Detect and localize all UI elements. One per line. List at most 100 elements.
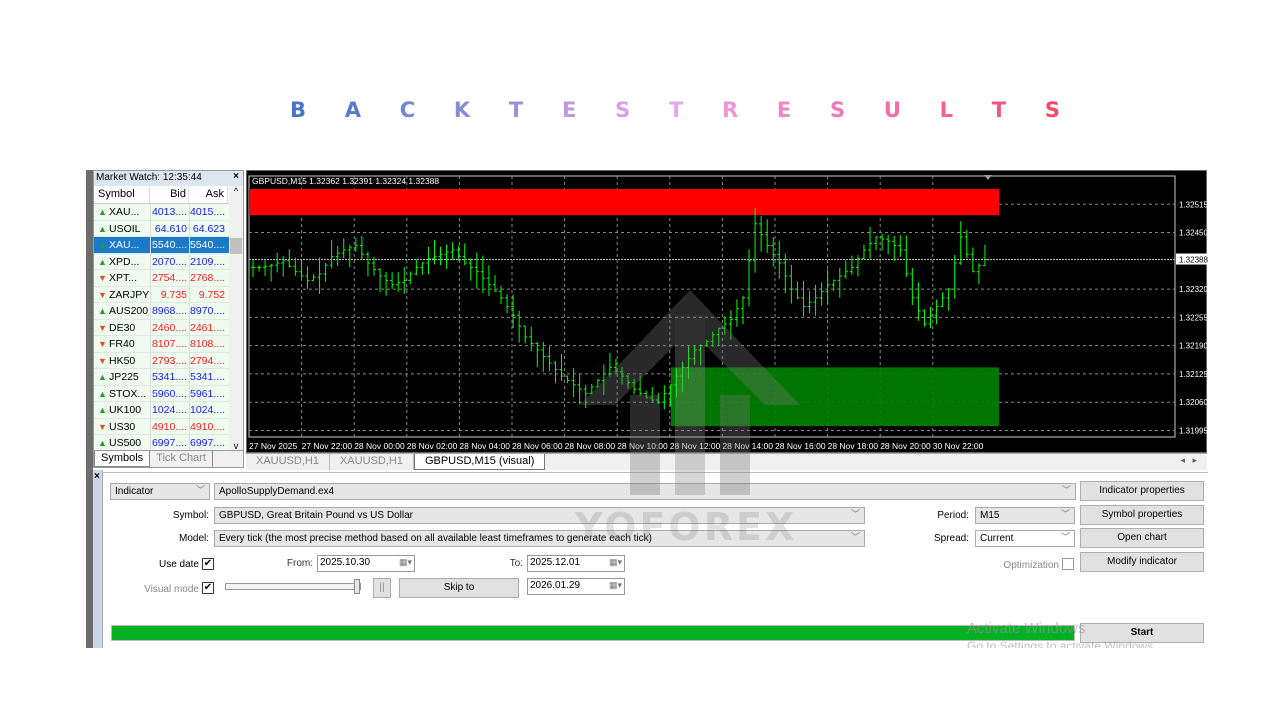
arrow-down-icon: ▼ xyxy=(98,339,107,349)
ask-cell: 5961.... xyxy=(189,385,228,401)
model-label: Model: xyxy=(178,533,209,544)
market-watch-row[interactable]: ▲ AUS200 8968.... 8970.... xyxy=(94,303,229,320)
ask-cell: 2794.... xyxy=(189,352,228,368)
price-tick-label: 1.31995 xyxy=(1179,426,1208,435)
symbol-name: US30 xyxy=(109,420,136,433)
time-tick-label: 28 Nov 02:00 xyxy=(407,441,458,451)
visual-mode-label: Visual mode xyxy=(144,584,199,595)
chart-tab[interactable]: XAUUSD,H1 xyxy=(246,454,330,470)
visual-mode-checkbox[interactable]: ✔ xyxy=(202,582,214,594)
terminal-side-strip xyxy=(86,170,93,648)
column-symbol[interactable]: Symbol xyxy=(94,186,150,203)
market-watch-row[interactable]: ▲ UK100 1024.... 1024.... xyxy=(94,402,229,419)
market-watch-row[interactable]: ▲ XPD... 2070.... 2109.... xyxy=(94,253,229,270)
market-watch-panel: Market Watch: 12:35:44 × Symbol Bid Ask ▲… xyxy=(93,170,244,468)
symbol-cell: ▲ USOIL xyxy=(94,221,150,237)
bid-cell: 5341.... xyxy=(150,369,187,385)
type-select[interactable]: Indicator ﹀ xyxy=(110,483,210,500)
period-select[interactable]: M15 ﹀ xyxy=(975,507,1075,524)
bid-cell: 5960.... xyxy=(150,385,187,401)
symbol-name: US500 xyxy=(109,437,142,449)
calendar-icon[interactable]: ▦▾ xyxy=(608,580,622,590)
spread-label: Spread: xyxy=(933,533,969,544)
market-watch-row[interactable]: ▲ JP225 5341.... 5341.... xyxy=(94,369,229,386)
chart-tabs: XAUUSD,H1 XAUUSD,H1 GBPUSD,M15 (visual) … xyxy=(246,453,1207,470)
market-watch-row[interactable]: ▲ STOX... 5960.... 5961.... xyxy=(94,385,229,402)
skip-date-input[interactable]: 2026.01.29 ▦▾ xyxy=(527,578,625,595)
use-date-label: Use date xyxy=(158,559,199,570)
time-tick-label: 28 Nov 00:00 xyxy=(354,441,405,451)
title-letter: B xyxy=(290,98,307,122)
bid-cell: 64.610 xyxy=(150,220,189,236)
ask-cell: 1024.... xyxy=(189,402,228,418)
close-icon[interactable]: × xyxy=(233,171,239,182)
chart-tab[interactable]: XAUUSD,H1 xyxy=(330,454,414,470)
market-watch-row[interactable]: ▼ XPT... 2754.... 2768.... xyxy=(94,270,229,287)
time-tick-label: 28 Nov 04:00 xyxy=(459,441,510,451)
market-watch-row[interactable]: ▲ XAU... 5540.... 5540.... xyxy=(94,237,229,254)
spread-select[interactable]: Current ﹀ xyxy=(975,530,1075,547)
market-watch-row[interactable]: ▼ ZARJPY 9.735 9.752 xyxy=(94,286,229,303)
title-letter: S xyxy=(615,98,631,122)
market-watch-row[interactable]: ▲ USOIL 64.610 64.623 xyxy=(94,220,229,237)
use-date-checkbox[interactable]: ✔ xyxy=(202,558,214,570)
strategy-tester-panel: Indicator ﹀ ApolloSupplyDemand.ex4 ﹀ Symbo… xyxy=(103,472,1208,648)
close-icon[interactable]: × xyxy=(94,471,100,482)
price-tick-label: 1.32450 xyxy=(1179,229,1208,238)
to-date-input[interactable]: 2025.12.01 ▦▾ xyxy=(527,555,625,572)
time-tick-label: 28 Nov 06:00 xyxy=(512,441,563,451)
price-chart[interactable]: 27 Nov 2025 27 Nov 22:00 28 Nov 00:00 28 No… xyxy=(246,170,1208,453)
title-letter: T xyxy=(508,98,524,122)
price-tick-label: 1.32060 xyxy=(1179,398,1208,407)
market-watch-row[interactable]: ▲ XAU... 4013.... 4015.... xyxy=(94,204,229,221)
from-date-input[interactable]: 2025.10.30 ▦▾ xyxy=(317,555,415,572)
program-select[interactable]: ApolloSupplyDemand.ex4 ﹀ xyxy=(214,483,1076,500)
symbol-cell: ▲ STOX... xyxy=(94,386,150,402)
ask-cell: 2461.... xyxy=(189,319,228,335)
symbol-properties-button[interactable]: Symbol properties xyxy=(1080,505,1204,525)
arrow-up-icon: ▲ xyxy=(98,240,107,250)
chart-tab-active[interactable]: GBPUSD,M15 (visual) xyxy=(413,454,546,470)
arrow-up-icon: ▲ xyxy=(98,438,107,448)
tab-tick-chart[interactable]: Tick Chart xyxy=(150,451,213,467)
tab-scroll-arrows[interactable]: ◂ ▸ xyxy=(1180,455,1197,465)
market-watch-row[interactable]: ▲ US500 6997.... 6997.... xyxy=(94,435,229,452)
bid-cell: 2754.... xyxy=(150,270,187,286)
model-select[interactable]: Every tick (the most precise method base… xyxy=(214,530,865,547)
price-tick-label: 1.32320 xyxy=(1179,285,1208,294)
slider-thumb[interactable] xyxy=(354,579,360,594)
shift-marker-icon xyxy=(984,175,992,180)
column-ask[interactable]: Ask xyxy=(189,186,228,203)
skip-to-button[interactable]: Skip to xyxy=(399,578,519,598)
calendar-icon[interactable]: ▦▾ xyxy=(398,557,412,567)
modify-indicator-button[interactable]: Modify indicator xyxy=(1080,552,1204,572)
optimization-checkbox[interactable] xyxy=(1062,558,1074,570)
indicator-properties-button[interactable]: Indicator properties xyxy=(1080,481,1204,501)
symbol-select[interactable]: GBPUSD, Great Britain Pound vs US Dollar… xyxy=(214,507,865,524)
calendar-icon[interactable]: ▦▾ xyxy=(608,557,622,567)
market-watch-header: Symbol Bid Ask xyxy=(94,186,229,204)
current-price-marker xyxy=(1176,253,1208,265)
symbol-name: XAU... xyxy=(109,206,140,218)
title-letter: E xyxy=(561,98,577,122)
symbol-cell: ▲ XPD... xyxy=(94,254,150,270)
column-bid[interactable]: Bid xyxy=(150,186,189,203)
symbol-name: HK50 xyxy=(109,354,136,367)
market-watch-row[interactable]: ▼ FR40 8107.... 8108.... xyxy=(94,336,229,353)
symbol-cell: ▼ XPT... xyxy=(94,270,150,286)
time-tick-label: 28 Nov 10:00 xyxy=(617,441,668,451)
visual-speed-slider[interactable] xyxy=(225,579,361,594)
pause-button[interactable]: || xyxy=(373,578,391,598)
start-button[interactable]: Start xyxy=(1080,623,1204,643)
scrollbar-thumb[interactable] xyxy=(230,238,242,254)
market-watch-row[interactable]: ▼ HK50 2793.... 2794.... xyxy=(94,352,229,369)
market-watch-row[interactable]: ▼ US30 4910.... 4910.... xyxy=(94,418,229,435)
market-watch-scrollbar[interactable]: ^ v xyxy=(229,186,243,451)
open-chart-button[interactable]: Open chart xyxy=(1080,528,1204,548)
ask-cell: 8108.... xyxy=(189,336,228,352)
tab-symbols[interactable]: Symbols xyxy=(94,451,151,467)
arrow-up-icon: ▲ xyxy=(98,372,107,382)
market-watch-row[interactable]: ▼ DE30 2460.... 2461.... xyxy=(94,319,229,336)
price-tick-label: 1.32255 xyxy=(1179,313,1208,322)
title-letter: T xyxy=(668,98,684,122)
